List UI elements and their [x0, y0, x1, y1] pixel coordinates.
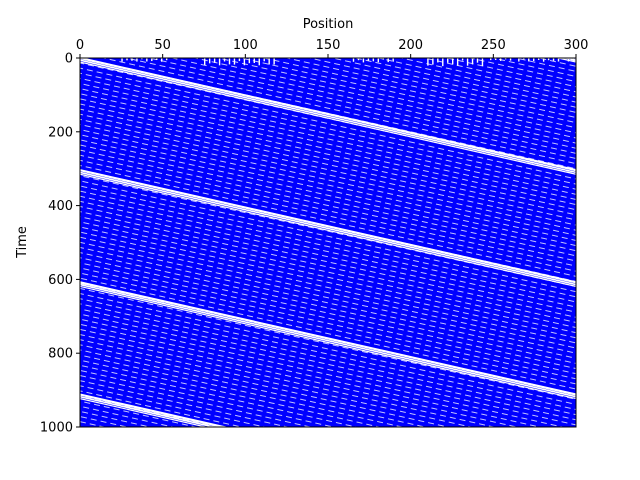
x-axis-ticks: 0 50 100 150 200 250 300 [76, 38, 589, 58]
band-line [80, 169, 576, 284]
transient-mark [509, 58, 512, 61]
transient-mark [567, 58, 570, 62]
transient-mark [126, 58, 128, 61]
band-line [80, 281, 576, 396]
transient-mark [542, 58, 545, 62]
transient-mark [528, 58, 530, 62]
band-line [80, 61, 576, 175]
band-line [80, 59, 576, 174]
transient-mark [547, 58, 550, 61]
transient-mark [204, 58, 206, 66]
transient-mark [377, 58, 379, 63]
transient-mark [218, 58, 221, 66]
transient-mark [233, 58, 236, 65]
transient-mark [456, 58, 459, 66]
diagonal-bands [80, 58, 576, 427]
transient-mark [504, 58, 507, 60]
transient-mark [273, 58, 275, 65]
transient-mark [382, 58, 384, 60]
initial-transient [121, 58, 575, 67]
transient-mark [427, 58, 429, 66]
transient-mark [494, 58, 497, 60]
plot-area [80, 58, 576, 427]
band-line [80, 58, 576, 172]
transient-mark [372, 58, 375, 62]
transient-mark [263, 58, 265, 62]
y-axis-ticks: 0 200 400 600 800 1000 [40, 52, 80, 436]
transient-mark [151, 58, 153, 62]
y-tick-label: 1000 [40, 421, 73, 436]
transient-mark [253, 58, 255, 64]
x-tick-label: 250 [481, 38, 506, 53]
transient-mark [557, 58, 560, 62]
transient-mark [452, 58, 454, 65]
x-tick-label: 150 [316, 38, 341, 53]
y-tick-label: 800 [48, 347, 73, 362]
band-line [80, 283, 576, 398]
x-tick-label: 300 [564, 38, 589, 53]
heatmap-texture [80, 58, 576, 427]
band-line [80, 285, 576, 400]
transient-mark [392, 58, 394, 62]
transient-mark [490, 58, 492, 61]
transient-mark [432, 58, 434, 65]
transient-mark [523, 58, 525, 60]
transient-mark [121, 58, 123, 62]
transient-mark [228, 58, 231, 65]
transient-mark [213, 58, 216, 63]
transient-mark [552, 58, 555, 61]
transient-mark [447, 58, 449, 63]
transient-mark [476, 58, 479, 63]
transient-mark [161, 58, 163, 62]
transient-mark [141, 58, 143, 60]
transient-mark [238, 58, 241, 62]
transient-mark [466, 58, 469, 66]
transient-mark [357, 58, 360, 61]
transient-mark [533, 58, 535, 62]
band-line [80, 393, 229, 427]
transient-mark [156, 58, 158, 60]
transient-mark [223, 58, 226, 62]
x-axis-label: Position [303, 17, 354, 32]
y-tick-label: 600 [48, 273, 73, 288]
transient-mark [146, 58, 148, 62]
transient-mark [258, 58, 260, 66]
x-tick-label: 100 [233, 38, 258, 53]
y-axis-label: Time [15, 226, 30, 259]
transient-mark [208, 58, 211, 64]
transient-mark [481, 58, 484, 67]
transient-mark [367, 58, 370, 61]
transient-mark [518, 58, 520, 62]
band-line [80, 171, 576, 286]
transient-mark [562, 58, 565, 60]
transient-mark [471, 58, 474, 65]
transient-mark [387, 58, 389, 63]
transient-mark [352, 58, 355, 62]
band-line [80, 173, 576, 287]
transient-mark [499, 58, 502, 61]
y-tick-label: 400 [48, 199, 73, 214]
transient-mark [268, 58, 270, 65]
y-tick-label: 200 [48, 125, 73, 140]
transient-mark [437, 58, 439, 63]
x-tick-label: 50 [154, 38, 171, 53]
transient-mark [461, 58, 464, 61]
transient-mark [442, 58, 444, 67]
band-line [80, 398, 209, 427]
transient-mark [165, 58, 168, 61]
transient-mark [243, 58, 246, 66]
y-tick-label: 0 [65, 52, 73, 67]
transient-mark [362, 58, 365, 63]
x-tick-label: 200 [398, 38, 423, 53]
transient-mark [537, 58, 540, 60]
transient-mark [136, 58, 138, 62]
transient-mark [131, 58, 133, 61]
x-tick-label: 0 [76, 38, 84, 53]
band-line [80, 395, 218, 427]
transient-mark [572, 58, 575, 61]
transient-mark [248, 58, 251, 64]
